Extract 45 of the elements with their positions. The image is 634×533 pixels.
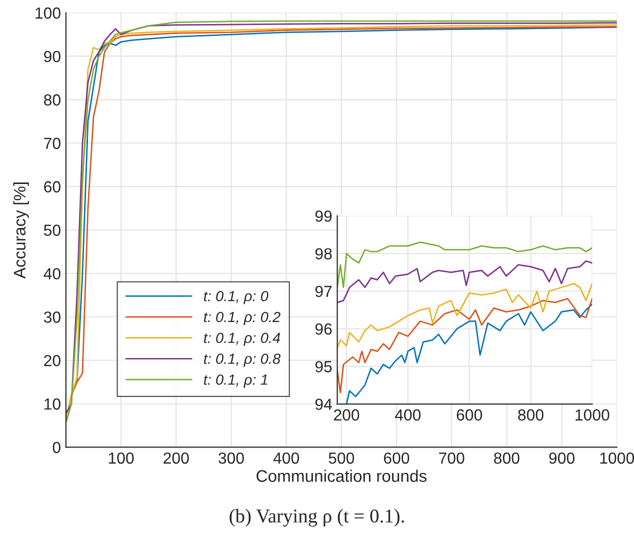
y-tick-label: 90 xyxy=(44,50,60,62)
line-series xyxy=(337,298,592,394)
y-tick-label: 80 xyxy=(44,94,60,106)
x-tick-label: 600 xyxy=(384,452,410,464)
line-series xyxy=(346,304,592,404)
legend-label: t: 0.1, ρ: 0.8 xyxy=(204,354,281,367)
y-tick-label: 98 xyxy=(315,248,332,260)
x-axis-title: Communication rounds xyxy=(256,470,426,482)
y-tick-label: 97 xyxy=(315,286,332,298)
line-series xyxy=(337,282,592,348)
y-tick-label: 99 xyxy=(315,210,332,222)
x-tick-label: 800 xyxy=(494,452,520,464)
x-tick-label: 800 xyxy=(518,409,544,421)
legend-label: t: 0.1, ρ: 0.4 xyxy=(204,332,280,346)
x-tick-label: 500 xyxy=(328,452,354,464)
y-tick-label: 96 xyxy=(315,323,332,335)
x-tick-label: 600 xyxy=(456,409,482,421)
x-tick-label: 900 xyxy=(549,452,574,464)
y-tick-label: 70 xyxy=(44,138,60,150)
legend-label: t: 0.1, ρ: 1 xyxy=(204,374,268,388)
y-axis-title: Accuracy [%] xyxy=(13,182,29,279)
line-series xyxy=(337,242,592,288)
y-tick-label: 94 xyxy=(315,398,332,410)
y-tick-label: 100 xyxy=(36,7,60,19)
y-tick-label: 20 xyxy=(44,354,60,366)
line-series xyxy=(337,260,592,304)
y-tick-label: 0 xyxy=(52,442,60,454)
x-tick-label: 400 xyxy=(394,409,421,421)
x-tick-label: 200 xyxy=(164,452,189,464)
y-tick-label: 50 xyxy=(44,224,60,236)
y-tick-label: 30 xyxy=(44,312,60,323)
y-tick-label: 10 xyxy=(44,398,60,410)
legend-label: t: 0.1, ρ: 0.2 xyxy=(204,312,280,326)
legend-label: t: 0.1, ρ: 0 xyxy=(204,290,268,304)
x-tick-label: 200 xyxy=(334,409,360,421)
y-tick-label: 95 xyxy=(315,361,332,372)
x-tick-label: 300 xyxy=(218,452,244,464)
x-tick-label: 1000 xyxy=(600,452,634,464)
text: (b) Varying ρ (t = 0.1). xyxy=(230,508,404,527)
y-tick-label: 60 xyxy=(44,181,60,192)
y-tick-label: 40 xyxy=(44,268,60,280)
x-tick-label: 100 xyxy=(108,452,134,464)
x-tick-label: 1000 xyxy=(576,409,610,421)
x-tick-label: 700 xyxy=(439,452,464,464)
x-tick-label: 400 xyxy=(273,452,300,464)
